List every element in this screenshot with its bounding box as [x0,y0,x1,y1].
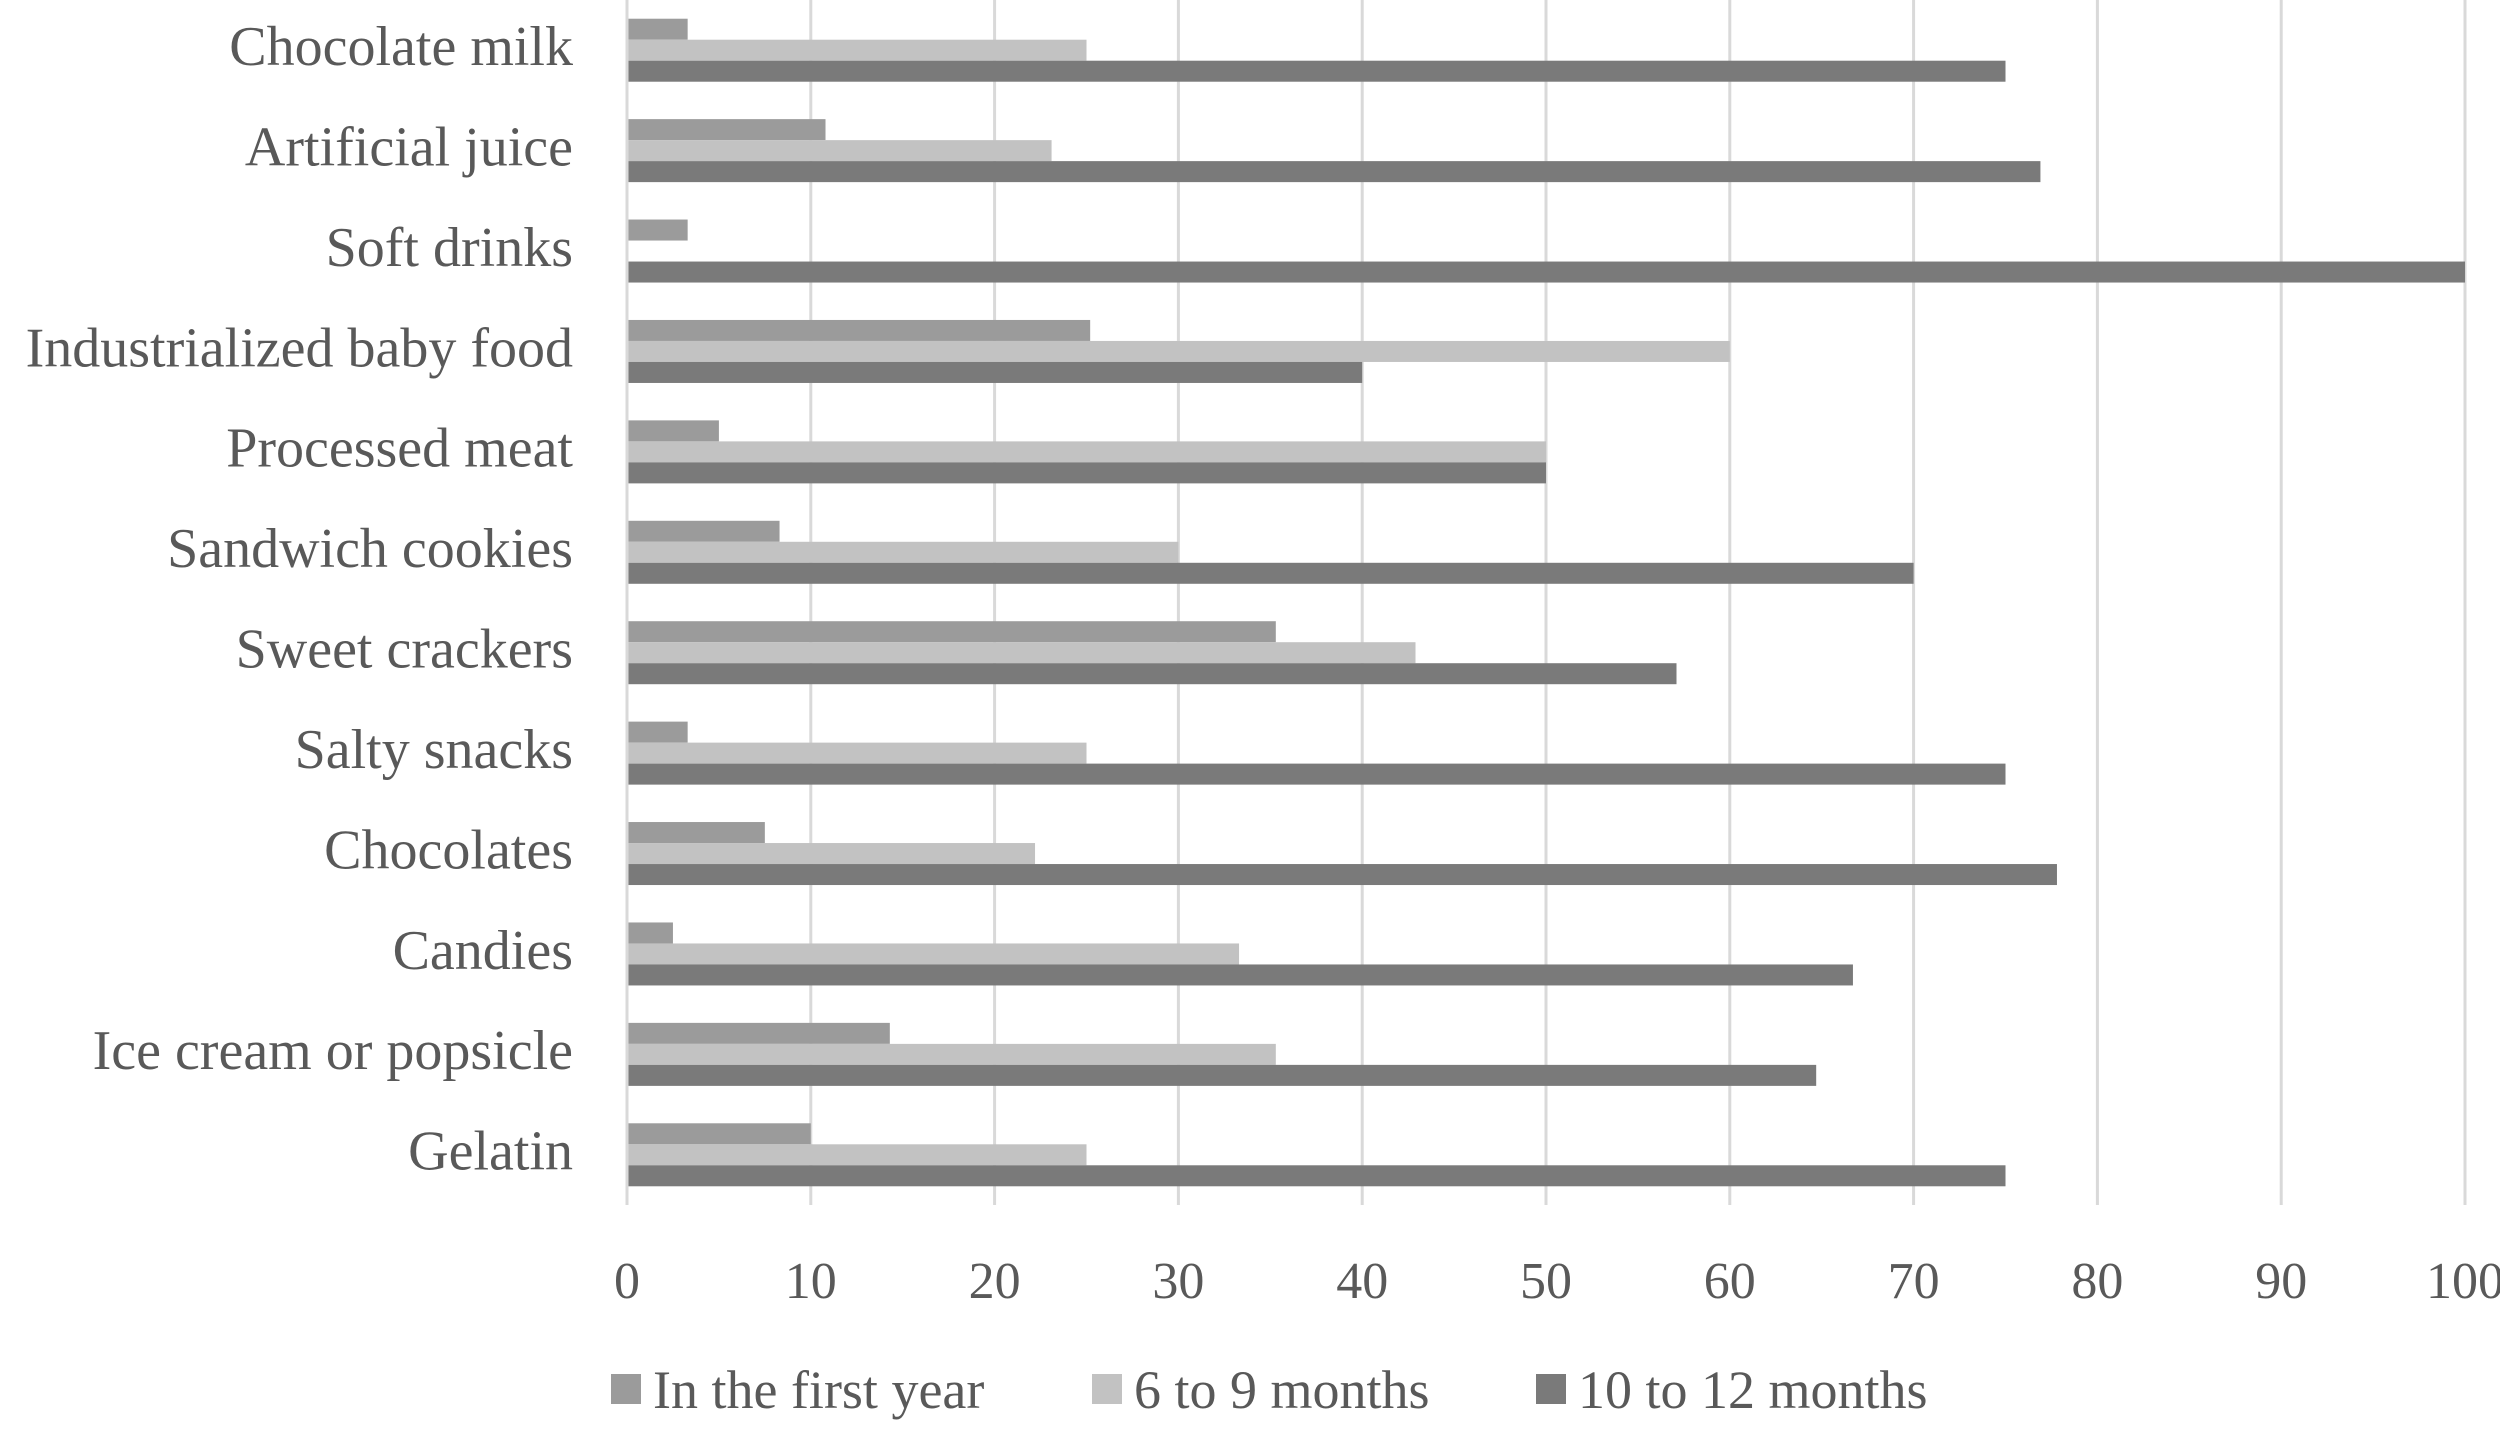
bar-1-5 [627,420,719,442]
bar-3-10 [627,964,1853,986]
bar-2-11 [627,1043,1276,1065]
bar-1-9 [627,822,765,844]
category-label: Industrialized baby food [26,317,573,379]
x-tick-label: 50 [1520,1253,1572,1310]
bar-3-7 [627,663,1677,685]
bar-3-8 [627,763,2006,785]
x-tick-label: 70 [1888,1253,1940,1310]
bar-1-12 [627,1123,811,1145]
bar-1-7 [627,621,1276,643]
x-tick-label: 80 [2071,1253,2123,1310]
bar-2-4 [627,340,1730,362]
legend-swatch-3 [1536,1374,1566,1404]
bar-3-6 [627,562,1914,584]
bar-1-3 [627,219,688,241]
legend-label-3: 10 to 12 months [1578,1360,1928,1420]
bar-3-11 [627,1064,1817,1086]
bar-2-7 [627,642,1416,664]
bar-1-4 [627,319,1091,341]
category-label: Sweet crackers [236,619,573,681]
bar-1-6 [627,520,780,542]
category-label: Ice cream or popsicle [93,1020,573,1082]
category-label: Candies [393,920,573,982]
bar-3-9 [627,864,2057,886]
x-tick-labels: 0 10 20 30 40 50 60 70 80 90 100 [614,1253,2500,1310]
bars [627,18,2465,1187]
bar-3-1 [627,60,2006,82]
category-label: Sandwich cookies [167,518,573,580]
bar-3-4 [627,361,1363,383]
x-tick-label: 100 [2426,1253,2500,1310]
legend-label-2: 6 to 9 months [1134,1360,1430,1420]
bar-2-6 [627,541,1179,563]
bar-1-11 [627,1022,890,1044]
legend-label-1: In the first year [653,1360,984,1420]
bar-1-8 [627,721,688,743]
bar-2-2 [627,140,1052,162]
bar-2-10 [627,943,1240,965]
bar-3-5 [627,462,1546,484]
gridlines [809,0,2467,1205]
x-tick-label: 0 [614,1253,640,1310]
bar-2-12 [627,1144,1087,1166]
x-tick-label: 40 [1336,1253,1388,1310]
x-tick-label: 30 [1152,1253,1204,1310]
x-tick-label: 90 [2255,1253,2307,1310]
category-labels: Chocolate milk Artificial juice Soft drink… [26,16,574,1183]
x-tick-label: 60 [1704,1253,1756,1310]
legend-swatch-1 [611,1374,641,1404]
category-label: Gelatin [408,1121,573,1183]
legend-swatch-2 [1092,1374,1122,1404]
category-label: Chocolates [324,819,573,881]
bar-3-3 [627,261,2465,283]
category-label: Artificial juice [245,116,573,178]
bar-3-12 [627,1165,2006,1187]
bar-2-9 [627,843,1036,865]
bar-2-8 [627,742,1087,764]
x-tick-label: 10 [785,1253,837,1310]
x-tick-label: 20 [969,1253,1021,1310]
legend: In the first year 6 to 9 months 10 to 12 m… [611,1360,1928,1420]
category-label: Soft drinks [326,217,573,279]
bar-1-2 [627,119,826,141]
bar-3-2 [627,161,2041,183]
bar-2-1 [627,39,1087,61]
bar-2-5 [627,441,1546,463]
category-label: Salty snacks [295,719,573,781]
category-label: Chocolate milk [229,16,573,78]
bar-1-10 [627,922,673,944]
bar-1-1 [627,18,688,40]
category-label: Processed meat [226,418,573,480]
